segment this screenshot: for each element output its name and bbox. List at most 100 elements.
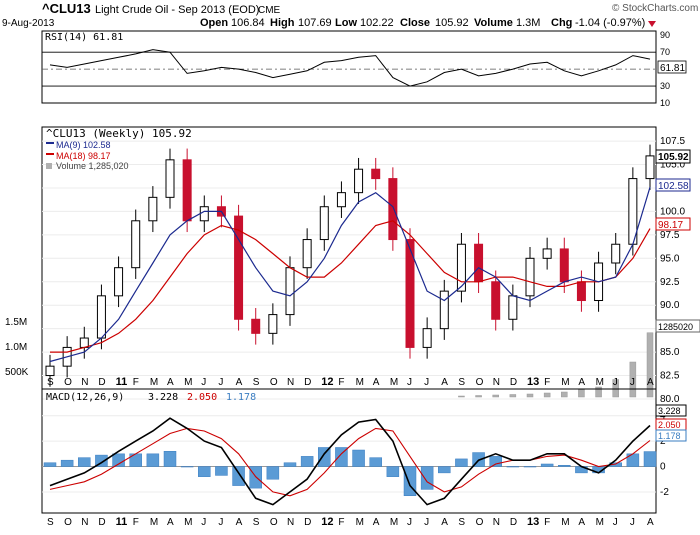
macd-histogram-bar — [489, 456, 502, 467]
volume-bar — [475, 395, 482, 398]
candle-body — [336, 192, 346, 208]
macd-legend: MACD(12,26,9) 3.228 2.050 1.178 — [46, 392, 256, 403]
macd-histogram-bar — [318, 447, 331, 467]
volume-bar — [595, 386, 602, 398]
x-tick-label: J — [201, 377, 206, 388]
macd-histogram-bar — [352, 449, 365, 467]
macd-histogram-bar — [198, 466, 211, 477]
price-tick-label: 90.0 — [660, 300, 680, 311]
price-tick-label: 105.0 — [660, 160, 685, 171]
x-tick-label: D — [98, 377, 105, 388]
x-tick-label: A — [373, 377, 380, 388]
x-tick-label: J — [424, 377, 429, 388]
ma9-last-value: 102.58 — [658, 181, 689, 192]
quote-date: 9-Aug-2013 — [2, 18, 55, 29]
macd-histogram-bar — [540, 463, 554, 467]
x-tick-label: F — [133, 377, 139, 388]
volume-bar — [509, 394, 517, 398]
macd-histogram-bar — [300, 456, 314, 467]
x-tick-label: J — [424, 517, 429, 528]
up-candle — [439, 279, 449, 340]
x-tick-label: N — [493, 377, 500, 388]
x-tick-label: M — [356, 517, 364, 528]
x-tick-label: M — [390, 377, 398, 388]
candle-body — [251, 318, 261, 334]
x-tick-label: N — [287, 377, 294, 388]
x-tick-label: M — [150, 517, 158, 528]
hist-last-value: 1.178 — [658, 431, 681, 441]
down-candle — [251, 308, 261, 345]
x-tick-label: O — [476, 377, 484, 388]
candle-body — [182, 159, 192, 222]
ma9-legend-swatch — [46, 142, 54, 144]
macd-histogram-bar — [523, 466, 537, 468]
rsi-last-box — [657, 60, 687, 74]
macd-frame — [41, 388, 657, 514]
candle-body — [405, 239, 415, 348]
close-last-value: 105.92 — [658, 152, 689, 163]
rsi-legend: RSI(14) 61.81 — [45, 32, 123, 43]
ma9-line — [49, 187, 651, 363]
instrument-name: Light Crude Oil - Sep 2013 (EOD) — [95, 4, 259, 16]
x-tick-label: O — [64, 377, 72, 388]
candle-body — [371, 168, 381, 180]
x-tick-label: S — [253, 517, 260, 528]
price-legend: ^CLU13 (Weekly) 105.92 MA(9) 102.58 MA(1… — [46, 127, 192, 171]
macd-histogram-bar — [78, 457, 91, 467]
candle-body — [645, 155, 655, 180]
ma9-last-box — [655, 178, 691, 192]
candle-body — [559, 248, 569, 283]
x-tick-label: A — [236, 377, 243, 388]
macd-signal-line — [49, 427, 651, 497]
x-tick-label: J — [613, 517, 618, 528]
volume-tick-label: 1.0M — [5, 342, 27, 353]
x-tick-label: A — [647, 377, 654, 388]
macd-histogram-bar — [232, 466, 245, 486]
low-value: 102.22 — [360, 17, 394, 29]
close-last-box — [655, 149, 691, 164]
close-value: 105.92 — [435, 17, 469, 29]
candle-body — [114, 267, 124, 297]
up-candle — [645, 144, 655, 190]
x-tick-label: M — [390, 517, 398, 528]
x-tick-label: D — [510, 517, 517, 528]
up-candle — [508, 284, 518, 331]
price-tick-label: 80.0 — [660, 394, 680, 405]
macd-last-box — [655, 404, 687, 417]
price-tick-label: 107.5 — [660, 136, 685, 147]
watermark: © StockCharts.com — [612, 3, 698, 14]
volume-bar — [526, 393, 534, 398]
macd-histogram-bar — [215, 466, 228, 476]
down-candle — [388, 167, 398, 251]
macd-histogram-bar — [60, 459, 74, 467]
candle-body — [285, 267, 295, 316]
up-candle — [611, 232, 621, 275]
macd-tick-label: -2 — [660, 487, 669, 498]
macd-histogram-bar — [335, 447, 348, 467]
open-value: 106.84 — [231, 17, 265, 29]
macd-legend-label: MACD(12,26,9) — [46, 392, 124, 403]
candle-body — [96, 295, 106, 339]
x-tick-label: A — [236, 517, 243, 528]
x-tick-label: F — [544, 517, 550, 528]
macd-histogram-bar — [146, 453, 160, 467]
ma18-legend: MA(18) 98.17 — [56, 151, 111, 161]
x-tick-label: S — [47, 377, 54, 388]
macd-legend-macd: 3.228 — [148, 392, 178, 403]
x-tick-label: S — [458, 377, 465, 388]
up-candle — [148, 186, 158, 233]
x-tick-label: A — [373, 517, 380, 528]
x-tick-label: 12 — [321, 516, 333, 528]
up-candle — [45, 354, 55, 387]
x-tick-label: D — [510, 377, 517, 388]
candle-body — [611, 243, 621, 264]
macd-histogram-bar — [163, 451, 177, 467]
candle-body — [525, 257, 535, 297]
x-tick-label: J — [407, 377, 412, 388]
macd-histogram-bar — [43, 462, 57, 467]
up-candle — [542, 237, 552, 270]
candle-body — [165, 159, 175, 198]
x-tick-label: A — [441, 377, 448, 388]
